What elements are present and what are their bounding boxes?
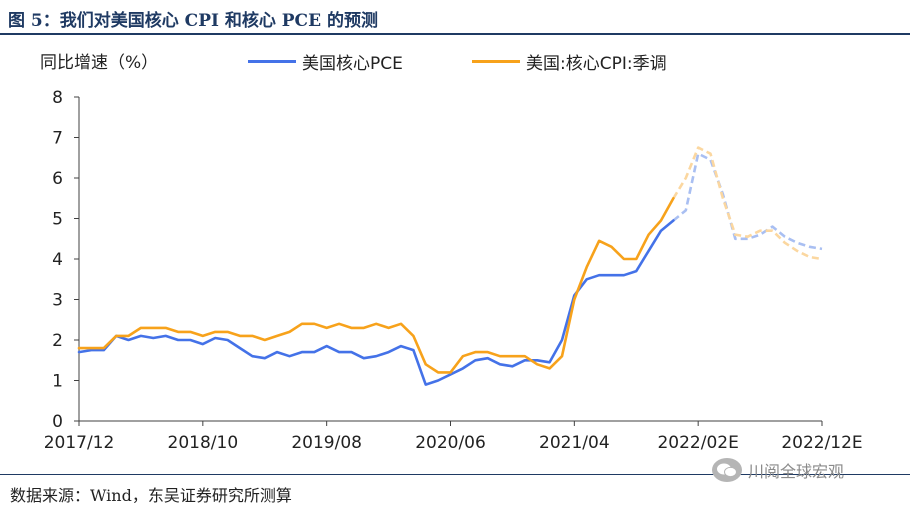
y-tick-label: 4	[52, 250, 63, 270]
legend-label-core-cpi: 美国:核心CPI:季调	[526, 53, 667, 74]
series-forecast-line-0	[672, 152, 823, 251]
series-actual-line-0	[77, 219, 675, 386]
x-tick-label: 2018/10	[168, 433, 239, 453]
y-axis-label: 同比增速（%）	[40, 53, 159, 73]
y-tick-label: 6	[52, 169, 63, 189]
y-tick-label: 1	[52, 372, 63, 392]
y-tick-label: 0	[52, 412, 63, 432]
x-tick-label: 2022/02E	[657, 433, 738, 453]
x-tick-label: 2020/06	[415, 433, 486, 453]
x-tick-label: 2022/12E	[781, 433, 862, 453]
watermark-text: 川阅全球宏观	[748, 462, 845, 481]
wechat-icon	[712, 458, 742, 482]
figure-title: 图 5：我们对美国核心 CPI 和核心 PCE 的预测	[8, 11, 378, 31]
watermark: 川阅全球宏观	[712, 458, 844, 482]
legend-label-core-pce: 美国核心PCE	[302, 53, 403, 74]
legend-swatch-core-pce	[248, 59, 296, 63]
source-divider	[0, 474, 910, 475]
x-tick-label: 2019/08	[291, 433, 362, 453]
legend-swatch-core-cpi	[472, 59, 520, 63]
y-tick-label: 2	[52, 331, 63, 351]
y-tick-label: 3	[52, 291, 63, 311]
x-tick-label: 2021/04	[539, 433, 610, 453]
legend-item-core-cpi: 美国:核心CPI:季调	[472, 50, 667, 74]
series-actual-line-1	[77, 197, 675, 374]
y-tick-label: 8	[52, 88, 63, 108]
y-tick-label: 5	[52, 210, 63, 230]
source-note: 数据来源：Wind，东吴证券研究所测算	[10, 486, 292, 505]
series-forecast-line-1	[672, 146, 823, 261]
x-tick-label: 2017/12	[44, 433, 115, 453]
legend-item-core-pce: 美国核心PCE	[248, 50, 403, 74]
title-divider	[0, 33, 910, 35]
y-tick-label: 7	[52, 129, 63, 149]
